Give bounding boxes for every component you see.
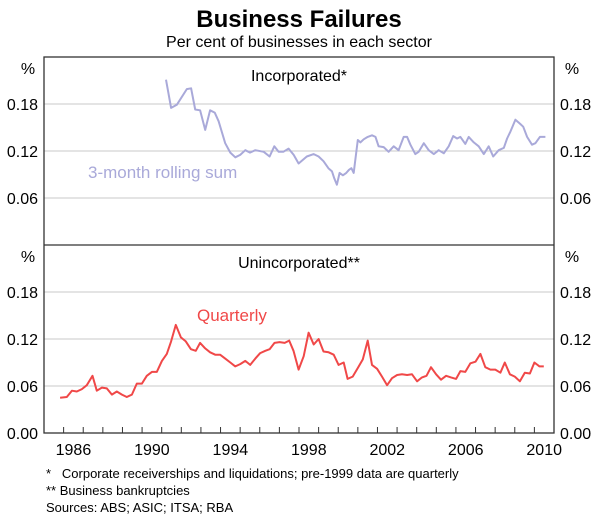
x-tick-label: 2010 bbox=[526, 442, 562, 459]
footnote-incorporated: * Corporate receiverships and liquidatio… bbox=[46, 466, 459, 481]
unit-label-bottom-left: % bbox=[21, 249, 35, 266]
y-tick-label-right: 0.12 bbox=[560, 144, 591, 161]
y-tick-label-right: 0.00 bbox=[560, 426, 591, 443]
chart-title: Business Failures bbox=[196, 6, 401, 33]
y-tick-label-left: 0.06 bbox=[7, 379, 38, 396]
panel-title-incorporated: Incorporated* bbox=[251, 68, 347, 85]
y-tick-label-left: 0.18 bbox=[7, 97, 38, 114]
series-label-quarterly: Quarterly bbox=[197, 306, 267, 325]
x-tick-label: 2006 bbox=[448, 442, 484, 459]
footnote-unincorporated: ** Business bankruptcies bbox=[46, 483, 190, 498]
y-tick-label-left: 0.06 bbox=[7, 191, 38, 208]
panel-title-unincorporated: Unincorporated** bbox=[238, 255, 360, 272]
y-tick-label-right: 0.12 bbox=[560, 332, 591, 349]
x-tick-label: 1990 bbox=[134, 442, 170, 459]
footnote-sources: Sources: ABS; ASIC; ITSA; RBA bbox=[46, 500, 233, 515]
y-tick-label-right: 0.18 bbox=[560, 97, 591, 114]
chart-subtitle: Per cent of businesses in each sector bbox=[166, 34, 433, 51]
x-tick-label: 1998 bbox=[291, 442, 327, 459]
series-label-rolling-sum: 3-month rolling sum bbox=[88, 163, 237, 182]
y-tick-label-right: 0.06 bbox=[560, 379, 591, 396]
unit-label-top-left: % bbox=[21, 61, 35, 78]
series-line-3-month-rolling-sum bbox=[165, 79, 546, 186]
y-tick-label-left: 0.00 bbox=[7, 426, 38, 443]
x-tick-label: 1994 bbox=[213, 442, 249, 459]
y-tick-label-left: 0.12 bbox=[7, 144, 38, 161]
y-tick-label-right: 0.06 bbox=[560, 191, 591, 208]
x-tick-label: 2002 bbox=[369, 442, 405, 459]
series-line-quarterly bbox=[59, 323, 544, 399]
y-tick-label-left: 0.12 bbox=[7, 332, 38, 349]
x-tick-label: 1986 bbox=[56, 442, 92, 459]
unit-label-top-right: % bbox=[565, 61, 579, 78]
y-tick-label-left: 0.18 bbox=[7, 285, 38, 302]
unit-label-bottom-right: % bbox=[565, 249, 579, 266]
y-tick-label-right: 0.18 bbox=[560, 285, 591, 302]
